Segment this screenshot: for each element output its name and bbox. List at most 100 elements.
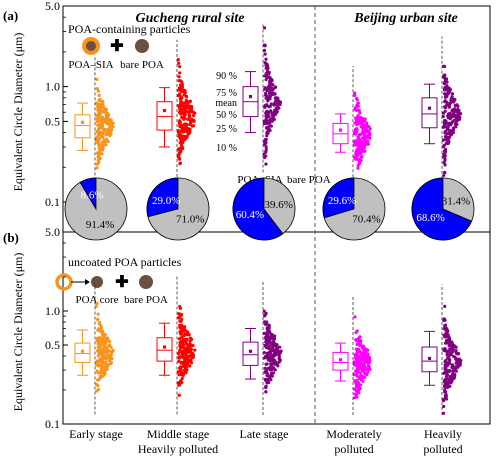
data-point	[442, 155, 446, 159]
data-point	[356, 135, 360, 139]
data-point	[357, 383, 361, 387]
data-point	[179, 361, 184, 365]
data-point	[179, 98, 183, 103]
data-point	[361, 136, 365, 140]
data-point	[356, 166, 360, 170]
data-point	[441, 411, 446, 415]
data-point	[177, 65, 182, 69]
data-point	[362, 144, 367, 148]
data-point	[452, 118, 456, 123]
y-tick-label: 1.0	[45, 80, 60, 94]
data-point	[263, 52, 267, 56]
data-point	[444, 374, 449, 378]
data-point	[101, 117, 105, 122]
data-point	[265, 338, 269, 342]
data-point	[106, 117, 111, 121]
data-point	[262, 155, 267, 160]
data-point	[178, 343, 182, 347]
data-point	[446, 92, 450, 96]
axes-layer: 5.0 1.0 0.5 0.1 5.0 1.0 0.5 0.1	[45, 0, 68, 431]
data-point	[449, 98, 453, 102]
data-point	[107, 343, 112, 348]
box	[74, 342, 91, 364]
data-point	[189, 361, 194, 365]
pie-label-poa-sia: 29.0%	[152, 195, 180, 207]
data-point	[447, 362, 452, 366]
data-point	[366, 367, 371, 372]
data-point	[184, 340, 188, 344]
data-point	[443, 163, 447, 167]
data-point	[96, 104, 100, 108]
data-point	[456, 364, 460, 368]
arrowhead-icon	[85, 279, 90, 285]
data-point	[355, 364, 360, 368]
data-point	[363, 371, 367, 375]
data-point	[451, 128, 455, 132]
data-point	[443, 170, 447, 175]
box	[421, 97, 438, 129]
data-point	[102, 345, 106, 349]
stage-label-early: Early stage	[69, 427, 123, 441]
data-point	[271, 91, 275, 96]
data-point	[448, 381, 452, 385]
data-point	[362, 344, 366, 349]
data-point	[366, 131, 371, 135]
stage-label-late: Late stage	[240, 427, 289, 441]
data-point	[178, 349, 182, 353]
data-point	[356, 391, 360, 395]
data-point	[100, 350, 105, 354]
mean-marker	[427, 106, 432, 110]
legend-b: uncoated POA particles ✚ POA core bare P…	[55, 255, 182, 306]
data-point	[178, 107, 182, 112]
data-point	[102, 361, 107, 365]
box-legend-p10: 10 %	[216, 143, 237, 154]
data-point	[96, 361, 100, 365]
data-point	[358, 357, 362, 361]
data-point	[366, 139, 370, 144]
data-point	[362, 351, 366, 355]
data-point	[101, 374, 105, 378]
data-point	[443, 363, 447, 367]
data-point	[355, 97, 359, 102]
data-point	[353, 91, 357, 95]
data-point	[264, 390, 268, 394]
data-point	[180, 80, 184, 84]
data-point	[189, 337, 194, 341]
data-point	[185, 368, 189, 372]
box	[156, 337, 173, 362]
data-point	[354, 383, 358, 387]
data-point	[365, 352, 369, 356]
data-point	[262, 43, 266, 47]
data-point	[363, 117, 367, 121]
data-point	[353, 107, 358, 111]
data-point	[361, 347, 365, 351]
data-point	[267, 110, 271, 114]
data-point	[362, 365, 367, 369]
data-point	[444, 328, 448, 333]
data-point	[264, 149, 268, 154]
data-point	[185, 365, 189, 369]
y-tick-label: 5.0	[45, 225, 60, 239]
data-point	[358, 121, 362, 125]
data-point	[366, 364, 370, 368]
data-point	[279, 349, 283, 353]
data-point	[266, 377, 270, 381]
data-point	[110, 123, 114, 127]
data-point	[102, 109, 106, 113]
data-point	[101, 120, 105, 124]
data-point	[363, 358, 367, 362]
data-point	[441, 114, 445, 119]
data-point	[354, 338, 358, 342]
data-point	[266, 335, 270, 339]
data-point	[95, 135, 99, 139]
y-tick-label: 5.0	[45, 0, 60, 13]
data-point	[264, 311, 268, 316]
stage-label-heavily: Heavily	[424, 427, 462, 441]
data-point	[177, 352, 181, 356]
data-point	[269, 333, 273, 337]
data-point	[361, 146, 365, 151]
pie-label-poa-sia: 68.6%	[416, 212, 444, 224]
pie-slice-poa-sia	[411, 177, 473, 241]
data-point	[183, 328, 187, 332]
data-point	[179, 140, 183, 144]
